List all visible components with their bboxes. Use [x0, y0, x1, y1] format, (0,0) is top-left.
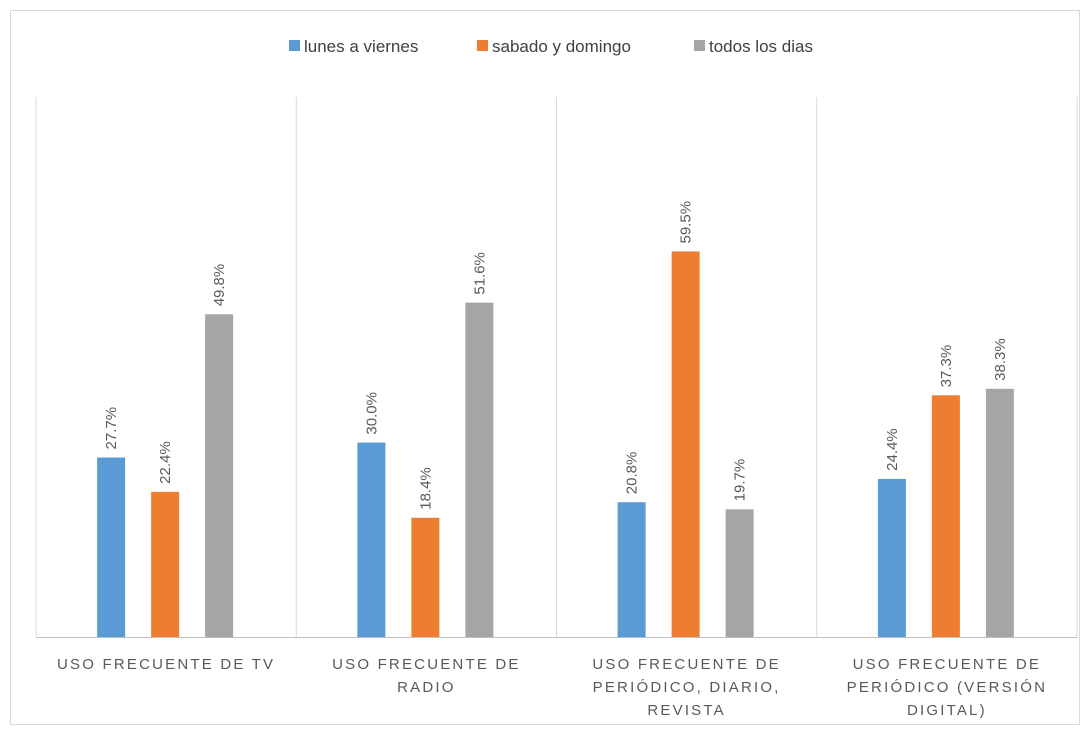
category-label-3-line-3: REVISTA [647, 702, 725, 719]
data-label-1-4: 24.4% [884, 428, 901, 471]
data-label-3-3: 19.7% [732, 459, 749, 502]
data-label-1-1: 27.7% [103, 407, 120, 450]
legend-swatch-3 [694, 40, 705, 51]
data-label-1-2: 30.0% [363, 392, 380, 435]
bar-3-4 [985, 388, 1014, 637]
bar-3-2 [465, 302, 494, 637]
data-label-3-4: 38.3% [992, 338, 1009, 381]
category-label-4-line-1: USO FRECUENTE DE [853, 656, 1042, 673]
legend-label-3: todos los dias [709, 37, 813, 56]
bars [97, 251, 1014, 637]
bar-1-4 [877, 478, 906, 637]
category-label-4-line-3: DIGITAL) [907, 702, 987, 719]
legend-label-1: lunes a viernes [304, 37, 418, 56]
category-labels: USO FRECUENTE DE TV USO FRECUENTE DE RADIO… [57, 656, 1047, 719]
category-label-3-line-1: USO FRECUENTE DE [592, 656, 781, 673]
bar-3-1 [205, 314, 234, 637]
category-separators [35, 97, 1078, 637]
data-labels: 27.7% 22.4% 49.8% 30.0% 18.4% 51.6% 20.8% 59.5%… [103, 201, 1009, 510]
legend-swatch-1 [289, 40, 300, 51]
bar-2-4 [931, 395, 960, 637]
bar-2-3 [671, 251, 700, 637]
category-label-4-line-2: PERIÓDICO (VERSIÓN [847, 679, 1047, 696]
data-label-3-2: 51.6% [471, 252, 488, 295]
category-label-2-line-2: RADIO [397, 679, 456, 696]
legend: lunes a viernes sabado y domingo todos los… [289, 37, 813, 56]
bar-1-2 [357, 442, 386, 637]
data-label-2-4: 37.3% [938, 345, 955, 388]
data-label-1-3: 20.8% [624, 452, 641, 495]
data-label-3-1: 49.8% [211, 264, 228, 307]
category-label-3-line-2: PERIÓDICO, DIARIO, [593, 679, 781, 696]
bar-3-3 [725, 509, 754, 637]
data-label-2-1: 22.4% [157, 441, 174, 484]
data-label-2-3: 59.5% [678, 201, 695, 244]
category-label-2-line-1: USO FRECUENTE DE [332, 656, 521, 673]
category-label-1-line-1: USO FRECUENTE DE TV [57, 656, 275, 673]
bar-2-2 [411, 517, 440, 637]
legend-swatch-2 [477, 40, 488, 51]
bar-2-1 [151, 491, 180, 637]
bar-1-1 [97, 457, 126, 637]
legend-label-2: sabado y domingo [492, 37, 631, 56]
bar-1-3 [617, 502, 646, 637]
data-label-2-2: 18.4% [417, 467, 434, 510]
